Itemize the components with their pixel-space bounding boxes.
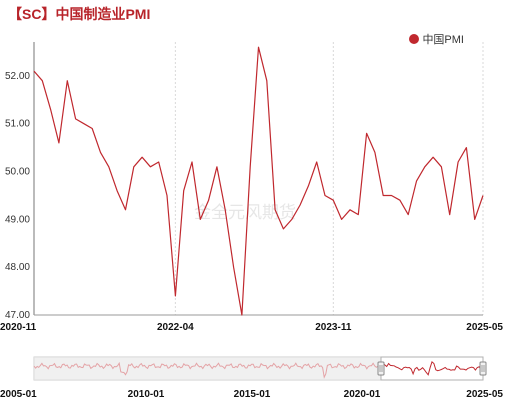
data-point [316, 161, 318, 163]
data-point [449, 214, 451, 216]
data-point [100, 151, 102, 153]
y-tick-label: 47.00 [5, 310, 30, 321]
series-line-china-pmi [33, 46, 484, 316]
data-point [341, 218, 343, 220]
data-point [208, 199, 210, 201]
data-point [258, 46, 260, 48]
navigator-tick-label: 2025-05 [466, 389, 503, 400]
watermark: 金全元风期货 [194, 203, 296, 222]
data-point [33, 70, 35, 72]
data-point [91, 128, 93, 130]
y-tick-label: 51.00 [5, 119, 30, 130]
data-point [191, 161, 193, 163]
navigator-tick-label: 2010-01 [128, 389, 165, 400]
data-point [124, 209, 126, 211]
data-point [357, 214, 359, 216]
data-point [307, 185, 309, 187]
data-point [391, 194, 393, 196]
data-point [332, 199, 334, 201]
data-point [133, 166, 135, 168]
series-layer [33, 46, 484, 316]
data-point [299, 204, 301, 206]
data-point [465, 147, 467, 149]
data-point [382, 194, 384, 196]
data-point [149, 166, 151, 168]
chart-title: 【SC】中国制造业PMI [8, 6, 151, 22]
x-axis: 2020-11 2022-04 2023-11 2025-05 [0, 314, 503, 333]
data-point [58, 142, 60, 144]
y-tick-label: 52.00 [5, 71, 30, 82]
data-point [266, 80, 268, 82]
navigator-left-handle[interactable] [377, 361, 385, 376]
data-point [75, 118, 77, 120]
data-point [274, 209, 276, 211]
data-point [141, 156, 143, 158]
y-tick-label: 49.00 [5, 214, 30, 225]
data-point [399, 199, 401, 201]
navigator-selected-line [380, 361, 484, 376]
y-tick-label: 48.00 [5, 262, 30, 273]
x-tick-label: 2025-05 [466, 322, 503, 333]
x-tick-label: 2022-04 [157, 322, 194, 333]
data-point [415, 180, 417, 182]
range-navigator[interactable]: 2005-01 2010-01 2015-01 2020-01 2025-05 [0, 356, 503, 400]
data-point [407, 214, 409, 216]
data-point [366, 132, 368, 134]
navigator-unselected-area [34, 357, 381, 380]
navigator-history-line [33, 361, 382, 379]
y-tick-label: 50.00 [5, 167, 30, 178]
x-tick-label: 2023-11 [315, 322, 352, 333]
data-point [374, 151, 376, 153]
data-point [199, 218, 201, 220]
data-point [216, 166, 218, 168]
data-point [440, 166, 442, 168]
data-point [249, 166, 251, 168]
data-point [116, 190, 118, 192]
data-point [158, 161, 160, 163]
data-point [166, 194, 168, 196]
data-point [41, 80, 43, 82]
data-point [432, 156, 434, 158]
data-point [291, 218, 293, 220]
data-point [50, 108, 52, 110]
legend-label: 中国PMI [422, 34, 464, 46]
x-tick-label: 2020-11 [0, 322, 37, 333]
navigator-right-handle[interactable] [479, 361, 487, 376]
navigator-tick-label: 2005-01 [0, 389, 37, 400]
data-point [324, 194, 326, 196]
data-point [457, 161, 459, 163]
legend[interactable]: 中国PMI [409, 31, 464, 47]
data-point [282, 228, 284, 230]
data-point [424, 166, 426, 168]
data-point [174, 295, 176, 297]
data-point [108, 166, 110, 168]
data-point [183, 190, 185, 192]
data-point [83, 123, 85, 125]
data-point [224, 209, 226, 211]
data-point [233, 266, 235, 268]
data-point [66, 80, 68, 82]
navigator-tick-label: 2015-01 [234, 389, 271, 400]
data-point [241, 314, 243, 316]
data-point [482, 194, 484, 196]
data-point [474, 218, 476, 220]
legend-marker [409, 34, 420, 44]
y-axis: 52.00 51.00 50.00 49.00 48.00 47.00 [5, 42, 35, 321]
navigator-tick-label: 2020-01 [344, 389, 381, 400]
grid-lines [174, 42, 484, 315]
data-point [349, 209, 351, 211]
